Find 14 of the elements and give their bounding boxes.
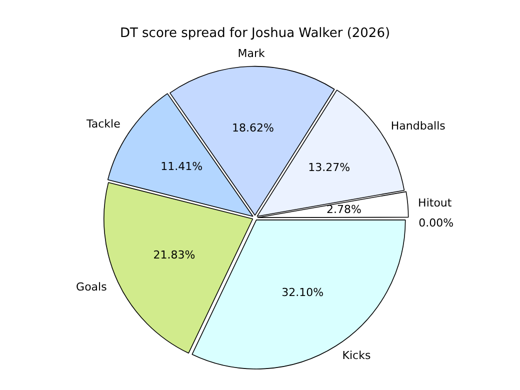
slice-label: Tackle [85,118,121,131]
data-label: 18.62% [232,121,274,134]
chart-title: DT score spread for Joshua Walker (2026) [120,26,390,42]
slice-label: Mark [238,47,266,60]
data-label: 13.27% [308,160,350,174]
data-label: 21.83% [153,248,196,262]
slice-label: Hitout [418,196,452,210]
slice-label: Goals [76,280,108,294]
data-label: 2.78% [326,202,362,216]
data-label: 11.41% [160,160,203,173]
data-label: 32.10% [282,286,324,300]
slice-label: Handballs [390,119,446,132]
text: 0.00% [418,216,454,230]
slice-label: Kicks [342,349,371,362]
